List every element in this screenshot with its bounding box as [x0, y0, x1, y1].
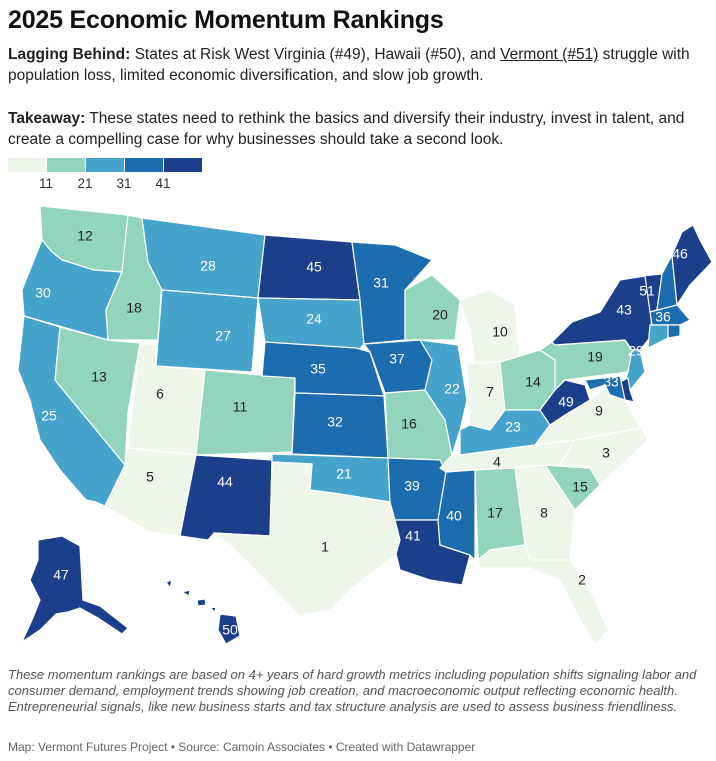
vermont-link[interactable]: Vermont (#51) — [500, 46, 599, 63]
rank-label-KY: 23 — [505, 419, 521, 435]
lagging-text-b: struggle with population loss, limited e… — [8, 46, 690, 84]
rank-label-MN: 31 — [373, 275, 389, 291]
rank-label-MD: 33 — [603, 374, 619, 390]
legend-tick-11: 11 — [38, 176, 54, 191]
state-FL[interactable] — [477, 544, 609, 646]
rank-label-WA: 12 — [77, 228, 93, 244]
takeaway-text: These states need to rethink the basics … — [8, 110, 685, 148]
us-choropleth-map: 1230251813282765114445243532211313716394… — [17, 205, 713, 646]
state-NY[interactable] — [551, 275, 653, 351]
source-credit: Map: Vermont Futures Project • Source: C… — [8, 740, 476, 754]
rank-label-FL: 2 — [578, 572, 586, 588]
rank-label-NE: 35 — [310, 361, 326, 377]
state-CT[interactable] — [647, 324, 669, 349]
rank-label-VT: 51 — [639, 283, 655, 299]
rank-label-OR: 30 — [35, 285, 51, 301]
rank-label-OH: 14 — [525, 374, 541, 390]
rank-label-UT: 6 — [156, 386, 164, 402]
state-WI[interactable] — [404, 274, 461, 341]
legend-tick-21: 21 — [77, 176, 93, 191]
rank-label-AZ: 5 — [146, 469, 154, 485]
chart-title: 2025 Economic Momentum Rankings — [8, 6, 444, 34]
rank-label-NV: 13 — [91, 369, 107, 385]
rank-label-IA: 37 — [389, 351, 405, 367]
legend-swatch-2 — [47, 158, 85, 172]
rank-label-SC: 15 — [572, 479, 588, 495]
legend-swatch-5 — [164, 158, 202, 172]
rank-label-WY: 27 — [215, 328, 231, 344]
rank-label-MS: 40 — [446, 508, 462, 524]
rank-label-LA: 41 — [405, 528, 421, 544]
rank-label-TN: 4 — [493, 454, 501, 470]
rank-label-AK: 47 — [53, 567, 69, 583]
rank-label-CT: 29 — [628, 343, 644, 359]
state-HI[interactable] — [165, 579, 241, 645]
rank-label-KS: 32 — [327, 414, 343, 430]
state-WY[interactable] — [155, 289, 259, 373]
state-NM[interactable] — [179, 454, 273, 541]
state-NV[interactable] — [54, 326, 141, 466]
rank-label-AL: 17 — [487, 505, 503, 521]
legend-tick-41: 41 — [155, 176, 171, 191]
rank-label-PA: 19 — [587, 349, 603, 365]
legend-swatch-4 — [125, 158, 163, 172]
rank-label-CO: 11 — [233, 399, 248, 415]
lagging-text-a: States at Risk West Virginia (#49), Hawa… — [130, 46, 501, 63]
methodology-footnote: These momentum rankings are based on 4+ … — [8, 667, 697, 714]
rank-label-SD: 24 — [306, 311, 322, 327]
rank-label-IL: 22 — [444, 381, 460, 397]
color-legend: 11 21 31 41 — [8, 158, 208, 194]
rank-label-MT: 28 — [200, 258, 216, 274]
state-ME[interactable] — [671, 224, 713, 306]
rank-label-MI: 10 — [492, 324, 508, 340]
state-AK[interactable] — [21, 535, 129, 643]
rank-label-NC: 3 — [602, 445, 610, 461]
legend-tick-31: 31 — [116, 176, 132, 191]
rank-label-TX: 1 — [321, 539, 329, 555]
rank-label-ND: 45 — [306, 259, 322, 275]
rank-label-HI: 50 — [222, 622, 238, 638]
rank-label-CA: 25 — [41, 408, 57, 424]
rank-label-ID: 18 — [126, 300, 142, 316]
rank-label-ME: 46 — [672, 246, 688, 262]
rank-label-WV: 49 — [558, 394, 574, 410]
rank-label-VA: 9 — [595, 403, 603, 419]
rank-label-AR: 39 — [404, 478, 420, 494]
rank-label-OK: 21 — [336, 466, 352, 482]
lagging-heading: Lagging Behind: — [8, 46, 131, 63]
legend-swatch-1 — [8, 158, 46, 172]
state-RI[interactable] — [667, 324, 681, 339]
rank-label-WI: 20 — [432, 307, 448, 323]
takeaway-paragraph: Takeaway: These states need to rethink t… — [8, 108, 708, 150]
state-TX[interactable] — [213, 461, 401, 617]
rank-label-IN: 7 — [486, 384, 494, 400]
state-MA[interactable] — [649, 304, 691, 326]
state-MI[interactable] — [459, 289, 521, 366]
rank-label-NM: 44 — [217, 474, 233, 490]
rank-label-NY: 43 — [616, 302, 632, 318]
takeaway-heading: Takeaway: — [8, 110, 86, 127]
legend-swatch-3 — [86, 158, 124, 172]
state-MD[interactable] — [584, 375, 626, 401]
rank-label-GA: 8 — [540, 505, 548, 521]
lagging-paragraph: Lagging Behind: States at Risk West Virg… — [8, 44, 708, 86]
rank-label-MO: 16 — [401, 416, 417, 432]
rank-label-NH: 36 — [655, 309, 671, 325]
